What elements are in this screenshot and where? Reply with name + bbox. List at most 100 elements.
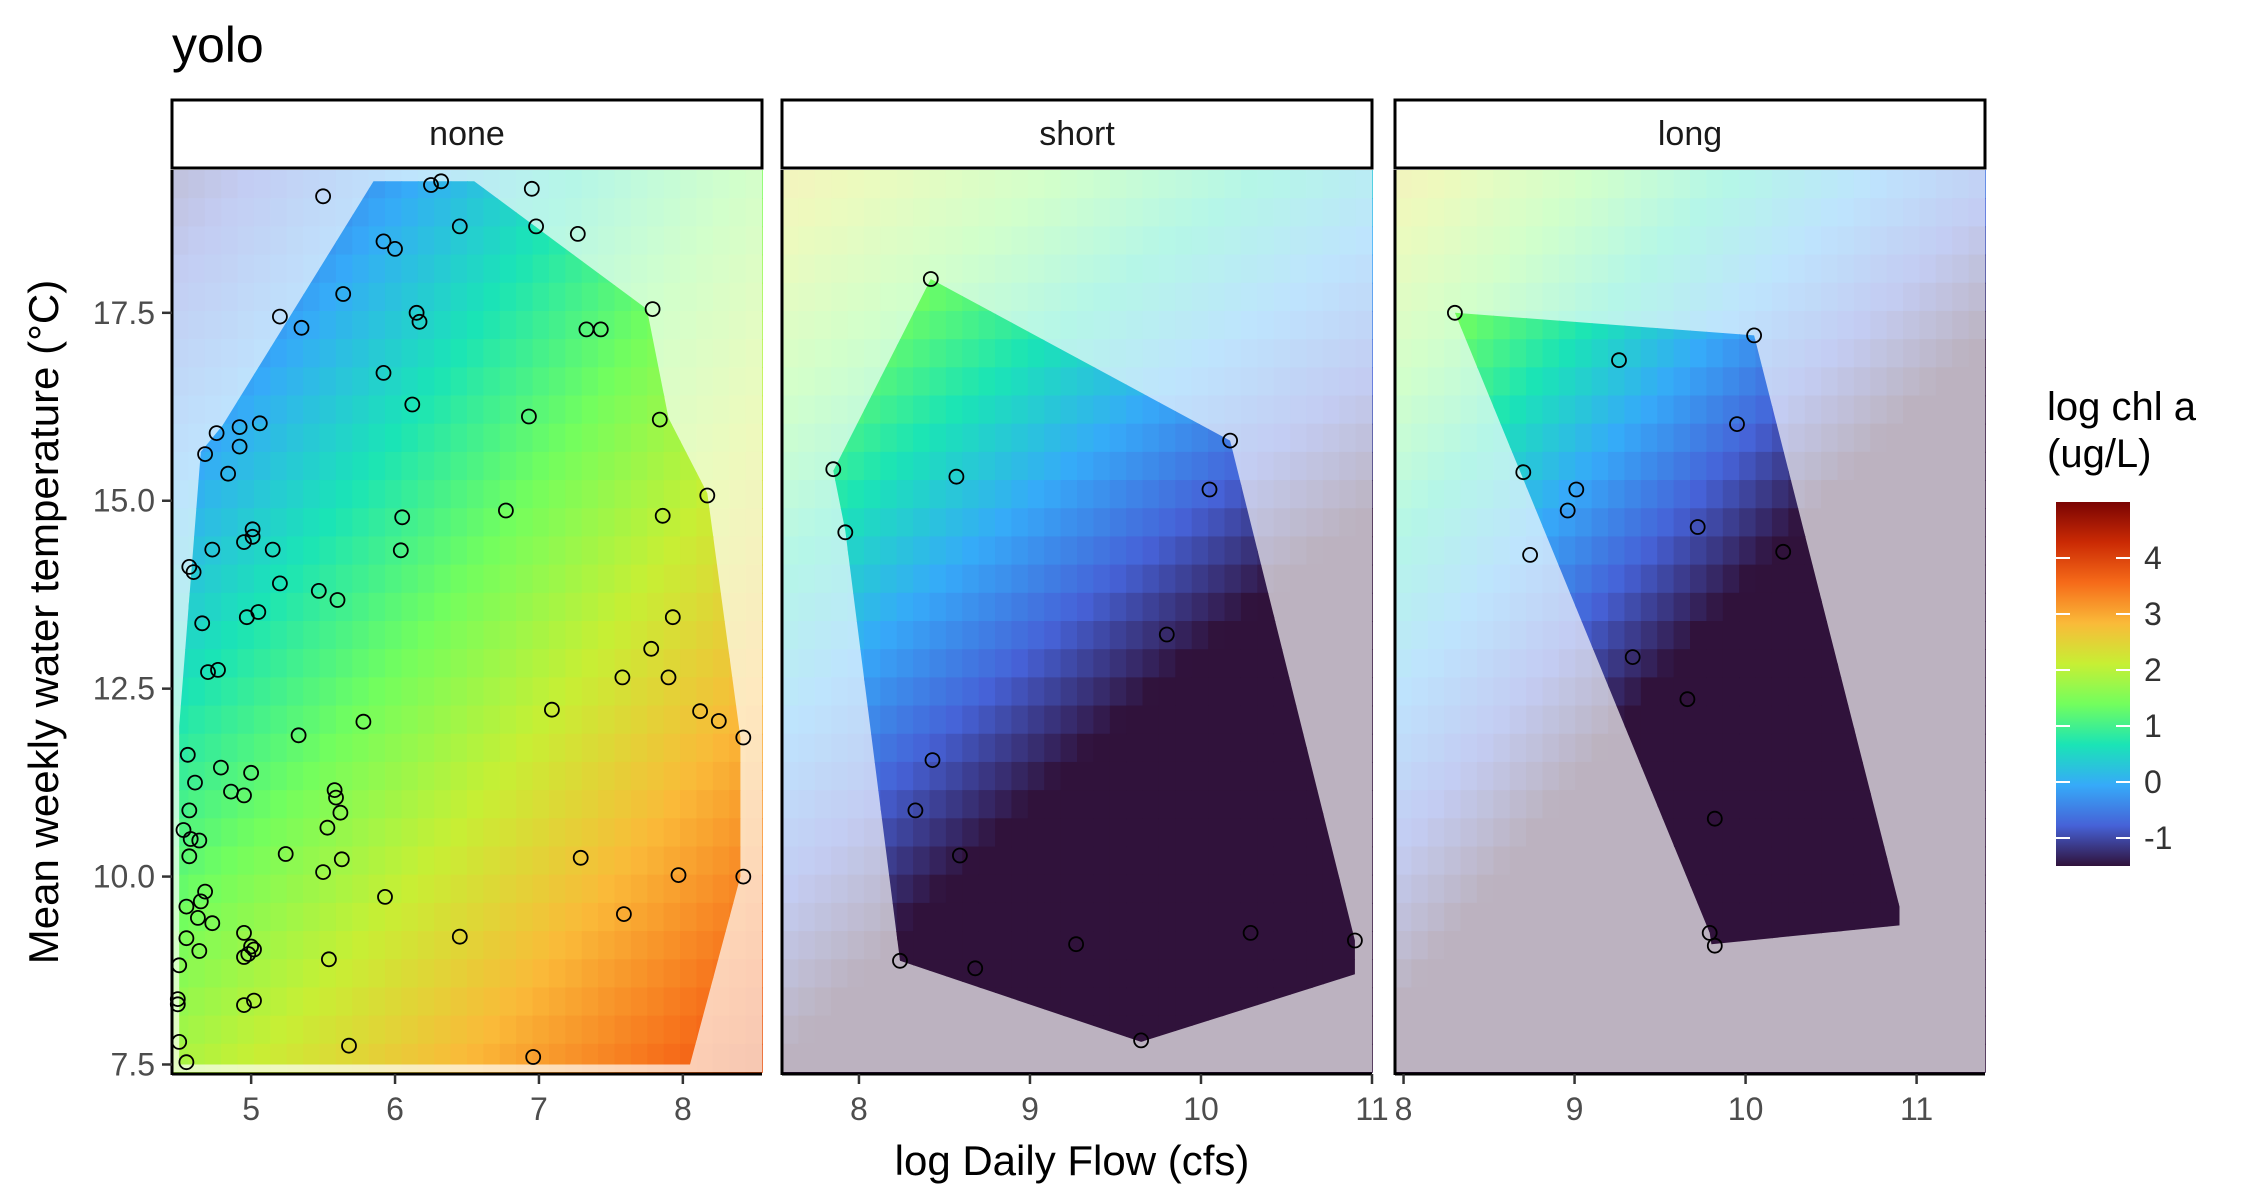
data-point: [525, 1049, 542, 1065]
hull-cell: [978, 761, 996, 791]
hull-cell: [253, 705, 272, 735]
hull-cell: [962, 480, 980, 510]
hull-cell: [1142, 846, 1160, 876]
hull-cell: [712, 902, 731, 932]
hull-cell: [319, 367, 337, 397]
hull-cell: [516, 761, 534, 791]
hull-cell: [995, 508, 1013, 538]
hull-cell: [499, 733, 517, 763]
hull-cell: [467, 480, 485, 510]
hull-cell: [913, 536, 931, 566]
hull-cell: [880, 423, 898, 453]
hull-cell: [680, 931, 698, 961]
hull-cell: [532, 790, 550, 820]
hull-cell: [303, 339, 321, 369]
hull-cell: [863, 508, 882, 538]
hull-cell: [352, 649, 370, 679]
data-point: [178, 1054, 195, 1071]
hull-cell: [1191, 480, 1209, 510]
hull-cell: [253, 846, 272, 876]
hull-cell: [680, 536, 698, 566]
hull-cell: [417, 761, 436, 791]
hull-cell: [483, 395, 501, 425]
hull-cell: [1060, 592, 1078, 622]
hull-cell: [913, 395, 931, 425]
hull-cell: [896, 480, 914, 510]
hull-cell: [516, 339, 534, 369]
data-point: [335, 286, 352, 302]
hull-cell: [929, 902, 947, 932]
hull-cell: [319, 818, 337, 848]
hull-cell: [1093, 508, 1111, 538]
hull-cell: [368, 282, 386, 312]
hull-cell: [1240, 846, 1259, 876]
hull-cell: [614, 790, 632, 820]
hull-cell: [434, 339, 452, 369]
hull-cell: [417, 536, 436, 566]
hull-cell: [352, 423, 370, 453]
hull-cell: [880, 705, 898, 735]
hull-cell: [516, 790, 534, 820]
hull-cell: [401, 564, 419, 594]
hull-cell: [286, 705, 304, 735]
hull-cell: [1175, 987, 1193, 1017]
hull-cell: [450, 705, 468, 735]
hull-cell: [896, 649, 914, 679]
hull-cell: [548, 677, 567, 707]
hull-cell: [385, 1015, 403, 1045]
hull-cell: [712, 790, 731, 820]
hull-cell: [221, 761, 239, 791]
hull-cell: [896, 423, 914, 453]
hull-cell: [647, 480, 665, 510]
hull-cell: [1240, 874, 1259, 904]
hull-cell: [188, 621, 206, 650]
hull-cell: [1093, 874, 1111, 904]
hull-cell: [630, 677, 649, 707]
hull-cell: [548, 339, 567, 369]
data-point: [521, 408, 537, 425]
hull-cell: [1175, 592, 1193, 622]
hull-cell: [434, 931, 452, 961]
hull-cell: [467, 902, 485, 932]
hull-cell: [1126, 564, 1144, 594]
hull-cell: [1306, 846, 1324, 876]
hull-cell: [581, 1043, 599, 1065]
hull-cell: [548, 987, 567, 1017]
hull-cell: [1208, 902, 1226, 932]
hull-cell: [303, 818, 321, 848]
hull-cell: [417, 874, 436, 904]
hull-cell: [335, 790, 354, 820]
hull-cell: [847, 480, 865, 510]
hull-cell: [647, 508, 665, 538]
hull-cell: [913, 564, 931, 594]
hull-cell: [1273, 902, 1291, 932]
hull-cell: [532, 592, 550, 622]
data-point: [191, 943, 208, 959]
hull-cell: [896, 621, 914, 650]
hull-cell: [368, 649, 386, 679]
hull-cell: [548, 761, 567, 791]
hull-cell: [1027, 931, 1046, 961]
hull-cell: [1060, 564, 1078, 594]
hull-cell: [467, 198, 485, 228]
hull-cell: [1240, 818, 1259, 848]
hull-cell: [1306, 818, 1324, 848]
hull-cell: [548, 423, 567, 453]
data-point: [212, 759, 229, 776]
hull-cell: [319, 423, 337, 453]
hull-cell: [1077, 564, 1095, 594]
hull-cell: [1011, 423, 1029, 453]
hull-cell: [663, 761, 681, 791]
hull-cell: [303, 790, 321, 820]
hull-cell: [1093, 705, 1111, 735]
hull-cell: [1158, 902, 1177, 932]
hull-cell: [221, 1043, 239, 1065]
hull-cell: [417, 423, 436, 453]
hull-cell: [434, 592, 452, 622]
hull-cell: [1093, 761, 1111, 791]
hull-cell: [303, 395, 321, 425]
hull-cell: [1109, 451, 1127, 481]
hull-cell: [368, 254, 386, 284]
hull-cell: [1060, 818, 1078, 848]
hull-cell: [253, 508, 272, 538]
